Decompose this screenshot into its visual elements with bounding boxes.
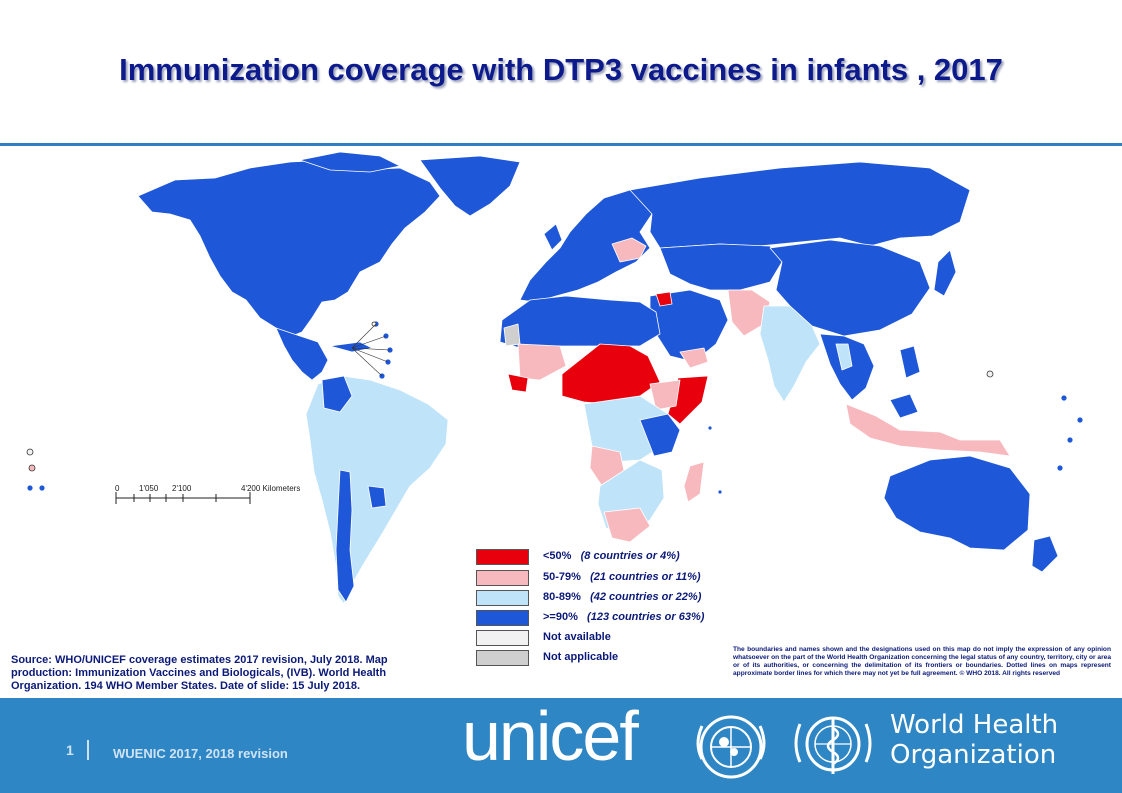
region-australia [883, 455, 1031, 551]
legend-label: 50-79% [543, 571, 581, 583]
unicef-emblem-icon [696, 715, 766, 779]
who-emblem-icon [794, 716, 872, 774]
island-marker [1066, 436, 1074, 444]
legend-label: 80-89% [543, 591, 581, 603]
region-syria [655, 291, 673, 307]
region-north-america [137, 159, 441, 337]
region-madagascar [683, 461, 705, 503]
scale-bar [115, 492, 251, 504]
legend-count: (123 countries or 63%) [587, 611, 705, 623]
legend-item: <50% (8 countries or 4%) [476, 549, 796, 565]
scale-labels: 0 1'050 2'100 4'200 Kilometers [113, 484, 313, 496]
island-marker [26, 484, 34, 492]
footer-bar [0, 698, 1122, 793]
who-name-line1: World Health [890, 710, 1059, 740]
region-russia [629, 161, 971, 249]
region-west-africa-mid [517, 343, 567, 381]
legend-swatch [476, 590, 529, 606]
source-note: Source: WHO/UNICEF coverage estimates 20… [11, 654, 388, 692]
unicef-logo: unicef [462, 697, 639, 775]
island-marker [986, 370, 994, 378]
legend-count: (21 countries or 11%) [590, 571, 701, 583]
island-marker [1060, 394, 1068, 402]
page-number: 1 [66, 742, 74, 758]
region-arctic-islands [299, 151, 401, 173]
legend-swatch [476, 570, 529, 586]
scale-tick-3: 4'200 Kilometers [241, 484, 301, 493]
who-name-line2: Organization [890, 740, 1057, 770]
region-ethiopia [649, 379, 681, 411]
region-malaysia [889, 393, 919, 419]
island-marker [1076, 416, 1084, 424]
legend-label: Not applicable [543, 651, 619, 663]
island-marker [717, 489, 723, 495]
region-western-sahara [503, 323, 521, 347]
region-china [769, 239, 931, 337]
island-marker [1056, 464, 1064, 472]
region-south-america-high [321, 375, 353, 413]
island-marker [38, 484, 46, 492]
island-marker [26, 448, 34, 456]
who-logo-text: World Health Organization [890, 710, 1058, 770]
legend-item: Not available [476, 630, 796, 646]
region-india [759, 305, 821, 403]
legend-item: 80-89% (42 countries or 22%) [476, 590, 796, 606]
region-japan [933, 249, 957, 297]
region-chile [335, 469, 355, 603]
region-greenland [419, 155, 521, 217]
region-south-africa [603, 507, 651, 543]
scale-tick-0: 0 [115, 484, 120, 493]
footer-caption: WUENIC 2017, 2018 revision [113, 746, 288, 761]
legend-label: >=90% [543, 611, 578, 623]
legend-count: (8 countries or 4%) [580, 550, 680, 562]
region-uk [543, 223, 563, 251]
region-philippines [899, 345, 921, 379]
legend-item: 50-79% (21 countries or 11%) [476, 570, 796, 586]
legend-item: Not applicable [476, 650, 796, 666]
region-central-america [275, 327, 329, 381]
region-eastern-europe-mid [611, 237, 647, 263]
legend-count: (42 countries or 22%) [590, 591, 702, 603]
world-map [26, 151, 1084, 605]
island-marker [707, 425, 713, 431]
region-central-asia [659, 243, 783, 291]
region-indonesia [845, 403, 1011, 457]
disclaimer-note: The boundaries and names shown and the d… [733, 646, 1111, 677]
legend-swatch [476, 650, 529, 666]
region-yemen [679, 347, 709, 369]
legend-item: >=90% (123 countries or 63%) [476, 610, 796, 626]
slide-title: Immunization coverage with DTP3 vaccines… [119, 52, 1003, 87]
region-paraguay-uruguay [367, 485, 387, 509]
legend-label: <50% [543, 550, 572, 562]
footer-separator [87, 740, 89, 760]
region-myanmar-mid [835, 343, 853, 371]
legend-swatch [476, 549, 529, 565]
scale-tick-2: 2'100 [172, 484, 192, 493]
region-caribbean [329, 341, 373, 353]
region-new-zealand [1031, 535, 1059, 573]
scale-tick-1: 1'050 [139, 484, 159, 493]
title-rule [0, 143, 1122, 146]
region-north-africa [499, 295, 661, 349]
region-guinea [507, 373, 529, 393]
legend-swatch [476, 610, 529, 626]
legend-swatch [476, 630, 529, 646]
region-west-africa-low [561, 343, 661, 405]
island-marker [28, 464, 36, 472]
legend-label: Not available [543, 631, 611, 643]
region-east-africa [639, 413, 681, 457]
island-marker [371, 321, 377, 327]
